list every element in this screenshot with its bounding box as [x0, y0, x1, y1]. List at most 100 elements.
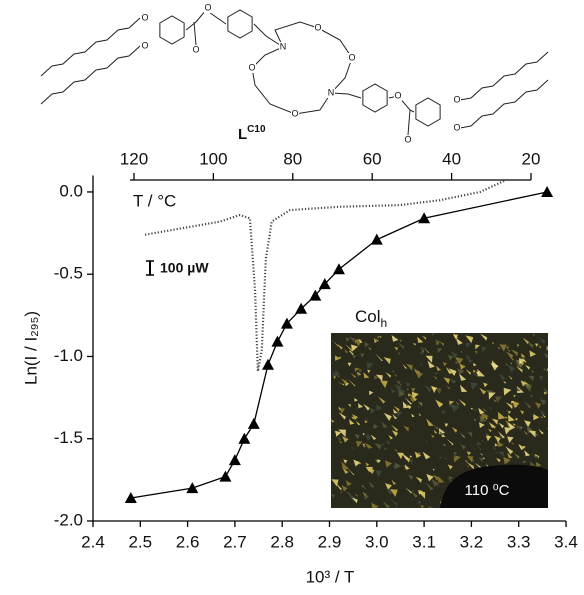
inset-crystal: [499, 433, 503, 438]
inset-crystal: [362, 443, 366, 447]
atom-bg: [394, 91, 402, 101]
inset-crystal: [394, 448, 397, 452]
inset-crystal: [357, 460, 362, 465]
inset-crystal: [347, 378, 356, 387]
x-tick-label: 3.1: [412, 532, 436, 551]
inset-crystal: [505, 416, 508, 419]
inset-crystal: [364, 342, 370, 348]
inset-crystal: [479, 452, 483, 456]
inset-crystal: [524, 423, 532, 432]
inset-crystal: [395, 507, 397, 508]
inset-crystal: [375, 470, 383, 478]
inset-crystal: [355, 420, 361, 426]
inset-crystal: [362, 433, 365, 436]
series-line: [130, 191, 548, 499]
inset-crystal: [523, 446, 526, 449]
inset-crystal: [391, 388, 396, 394]
atom-bg: [453, 123, 461, 133]
scale-bar-label: 100 µW: [160, 260, 209, 276]
inset-crystal: [349, 444, 355, 450]
inset-crystal: [436, 365, 442, 371]
inset-crystal: [337, 437, 341, 441]
inset-crystal: [383, 357, 391, 365]
inset-crystal: [527, 342, 534, 349]
inset-crystal: [425, 482, 434, 491]
inset-crystal: [488, 392, 496, 400]
data-point: [318, 278, 331, 290]
inset-crystal: [358, 403, 364, 409]
inset-crystal: [366, 362, 374, 370]
inset-crystal: [466, 461, 474, 470]
inset-crystal: [446, 385, 450, 390]
inset-crystal: [425, 440, 428, 443]
inset-crystal: [442, 443, 446, 446]
inset-title: Colh: [355, 307, 387, 330]
x-tick-label: 3.4: [554, 532, 578, 551]
inset-crystal: [465, 459, 469, 463]
inset-crystal: [427, 360, 435, 369]
inset-crystal: [397, 342, 405, 350]
inset-crystal: [522, 337, 530, 345]
inset-crystal: [365, 462, 370, 467]
inset-crystal: [498, 422, 505, 429]
inset-crystal: [546, 351, 548, 354]
inset-crystal: [444, 456, 448, 460]
inset-crystal: [487, 360, 490, 363]
inset-crystal: [391, 335, 399, 342]
inset-crystal: [345, 344, 353, 352]
inset-crystal: [536, 455, 540, 459]
inset-crystal: [452, 455, 456, 459]
inset-crystal: [350, 372, 357, 379]
inset-crystal: [460, 444, 467, 450]
inset-crystal: [481, 412, 489, 420]
inset-crystal: [494, 435, 501, 443]
inset-crystal: [345, 337, 351, 342]
atom-label: O: [141, 12, 148, 22]
inset-crystal: [507, 349, 511, 353]
inset-crystal: [377, 336, 380, 339]
inset-crystal: [439, 456, 442, 459]
inset-crystal: [382, 501, 391, 508]
inset-crystal: [391, 430, 399, 437]
inset-crystal: [384, 460, 393, 468]
bond: [251, 21, 353, 115]
inset-crystal: [398, 352, 401, 356]
inset-crystal: [354, 434, 360, 440]
inset-crystal: [409, 393, 417, 402]
inset-crystal: [507, 364, 516, 373]
inset-crystal: [505, 351, 514, 359]
inset-crystal: [331, 494, 335, 498]
inset-crystal: [492, 342, 495, 345]
inset-crystal: [524, 460, 527, 463]
inset-crystal: [353, 459, 361, 467]
inset-crystal: [419, 363, 423, 367]
inset-crystal: [344, 490, 352, 498]
inset-crystal: [458, 398, 466, 407]
inset-crystal: [472, 372, 477, 377]
inset-crystal: [474, 350, 478, 354]
inset-crystal: [513, 452, 520, 459]
inset-crystal: [345, 480, 352, 487]
x-tick-label: 2.6: [176, 532, 200, 551]
inset-crystal: [435, 484, 439, 488]
inset-crystal: [516, 366, 523, 373]
inset-crystal: [388, 434, 393, 440]
inset-crystal: [507, 452, 513, 459]
atom-label: O: [248, 62, 255, 72]
atom-bg: [291, 109, 299, 119]
inset-crystal: [381, 421, 388, 428]
inset-crystal: [452, 404, 460, 413]
inset-crystal: [445, 366, 453, 374]
inset-crystal: [516, 344, 520, 347]
inset-crystal: [454, 361, 459, 365]
inset-crystal: [482, 457, 486, 460]
inset-crystal: [368, 467, 375, 474]
inset-crystal: [519, 358, 526, 365]
x2-tick-label: 60: [363, 149, 382, 168]
inset-crystal: [539, 396, 548, 405]
atom-bg: [141, 41, 149, 51]
x-tick-label: 3.3: [507, 532, 531, 551]
inset-crystal: [426, 473, 434, 482]
inset-crystal: [398, 390, 406, 397]
